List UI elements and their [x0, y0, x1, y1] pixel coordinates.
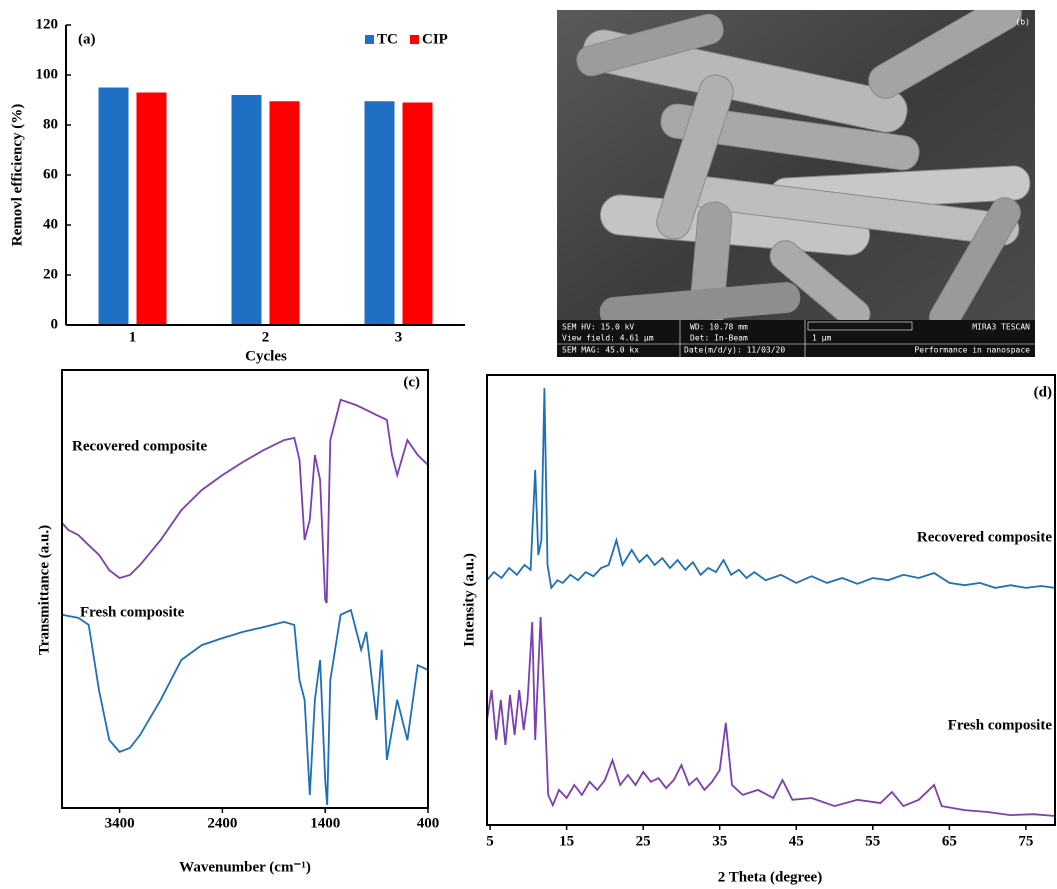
bar	[269, 101, 300, 325]
sem-info: Performance in nanospace	[914, 346, 1030, 355]
y-tick-label: 20	[43, 266, 58, 282]
legend-label: TC	[377, 31, 398, 47]
x-tick-label: 15	[559, 833, 574, 849]
sem-info: SEM MAG: 45.0 kx	[562, 346, 639, 355]
x-tick-label: 45	[789, 833, 804, 849]
legend-swatch	[410, 35, 419, 44]
scale-bar	[807, 321, 913, 331]
panel-label: (d)	[1034, 384, 1052, 400]
x-tick-label: 2400	[207, 815, 237, 831]
sem-info: 1 µm	[812, 334, 831, 343]
sem-info: View field: 4.61 µm	[562, 334, 654, 343]
series-label: Recovered composite	[917, 529, 1052, 545]
x-tick-label: 55	[865, 833, 880, 849]
bar	[402, 102, 433, 325]
sem-info: Date(m/d/y): 11/03/20	[684, 346, 785, 355]
x-tick-label: 400	[417, 815, 440, 831]
sem-image: (b) SEM HV: 15.0 kV WD: 10.78 mm MIRA3 T…	[557, 10, 1035, 357]
x-tick-label: 75	[1018, 833, 1033, 849]
y-tick-label: 40	[43, 216, 58, 232]
y-tick-label: 60	[43, 166, 58, 182]
series-label: Fresh composite	[80, 604, 185, 620]
x-tick-label: 2	[262, 329, 270, 345]
sem-info: WD: 10.78 mm	[690, 323, 748, 332]
series-label: Fresh composite	[948, 717, 1053, 733]
bar	[136, 92, 167, 325]
y-tick-label: 100	[36, 66, 59, 82]
y-tick-label: 120	[36, 16, 59, 32]
x-tick-label: 25	[636, 833, 651, 849]
sem-info: Det: In-Beam	[690, 334, 748, 343]
y-tick-label: 0	[51, 316, 59, 332]
y-axis-label: Intensity (a.u.)	[461, 553, 477, 647]
legend-swatch	[365, 35, 374, 44]
y-axis-label: Transmittance (a.u.)	[36, 525, 52, 655]
x-axis-label: Wavenumber (cm⁻¹)	[179, 859, 311, 875]
panel-label: (b)	[1016, 18, 1030, 27]
plot-frame	[61, 369, 429, 809]
sem-info: SEM HV: 15.0 kV	[562, 323, 634, 332]
sem-rods	[576, 10, 1031, 343]
panel-label: (a)	[78, 31, 96, 47]
y-tick-label: 80	[43, 116, 58, 132]
x-tick-label: 3400	[105, 815, 135, 831]
x-axis-label: Cycles	[245, 348, 287, 364]
sem-info-bar	[557, 320, 1035, 357]
x-tick-label: 3	[395, 329, 403, 345]
x-tick-label: 5	[486, 833, 494, 849]
plot-frame	[486, 374, 1056, 826]
legend-label: CIP	[422, 31, 448, 47]
x-tick-label: 1	[129, 329, 137, 345]
series-label: Recovered composite	[72, 438, 207, 454]
bar	[364, 101, 395, 325]
series-line	[486, 388, 1056, 591]
series-line	[61, 608, 429, 805]
x-tick-label: 65	[942, 833, 957, 849]
x-tick-label: 35	[712, 833, 727, 849]
y-axis-label: Removl efficiency (%)	[9, 104, 25, 246]
series-line	[486, 617, 1056, 817]
panel-label: (c)	[403, 374, 420, 390]
series-line	[61, 398, 429, 604]
sem-info: MIRA3 TESCAN	[972, 323, 1030, 332]
bar	[98, 87, 129, 325]
x-tick-label: 1400	[310, 815, 340, 831]
bar	[231, 95, 262, 325]
x-axis-label: 2 Theta (degree)	[718, 869, 822, 885]
